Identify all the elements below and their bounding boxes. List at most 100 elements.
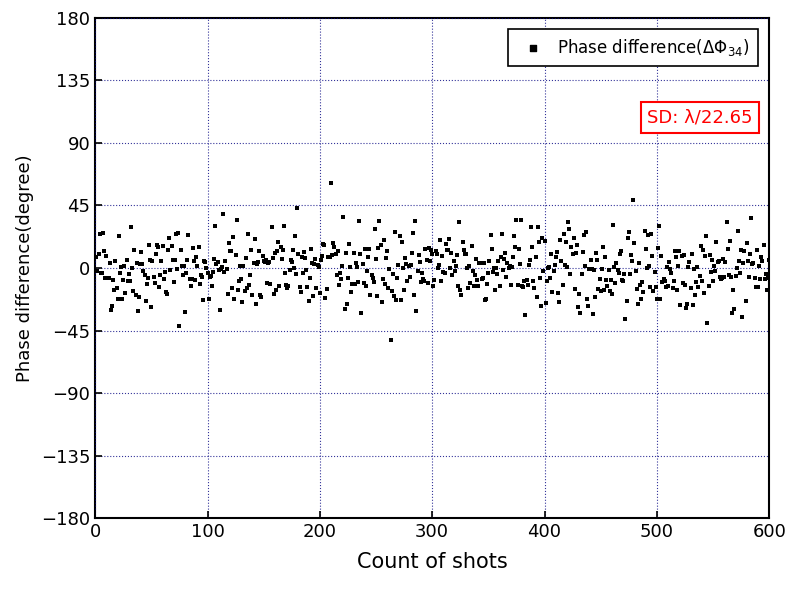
Point: [638, 226, 651, 236]
Point: [273, 282, 285, 291]
Point: [626, 256, 638, 266]
Point: [458, 246, 470, 255]
Point: [596, 264, 608, 274]
Point: [675, 252, 688, 261]
Point: [572, 302, 584, 312]
Point: [496, 229, 508, 239]
Point: [447, 256, 460, 266]
Point: [361, 266, 374, 275]
Point: [389, 227, 401, 237]
Point: [278, 221, 290, 231]
Point: [242, 229, 255, 239]
Point: [583, 264, 596, 274]
Point: [232, 276, 245, 285]
Point: [115, 262, 128, 271]
Point: [646, 252, 659, 261]
Point: [191, 261, 204, 270]
Point: [270, 285, 282, 294]
Point: [631, 299, 644, 308]
Point: [609, 279, 622, 288]
Point: [164, 265, 177, 274]
Point: [213, 265, 225, 274]
Point: [205, 271, 217, 280]
Point: [253, 246, 266, 256]
Point: [669, 252, 682, 262]
Point: [375, 297, 388, 306]
Point: [563, 224, 576, 234]
Point: [703, 281, 715, 290]
Point: [674, 300, 687, 310]
Point: [423, 256, 436, 266]
Point: [350, 259, 362, 268]
Point: [730, 271, 742, 280]
Point: [223, 238, 236, 247]
Point: [328, 242, 341, 252]
Point: [712, 256, 725, 265]
Point: [406, 249, 419, 258]
Point: [504, 261, 516, 270]
Point: [577, 247, 589, 257]
Point: [172, 229, 185, 238]
Point: [113, 231, 125, 240]
Point: [338, 305, 351, 314]
Point: [508, 231, 520, 241]
Point: [285, 257, 298, 267]
Point: [311, 260, 324, 269]
Point: [393, 231, 406, 241]
Point: [641, 263, 653, 273]
Point: [209, 221, 222, 231]
Point: [266, 253, 279, 262]
Point: [189, 275, 201, 284]
Point: [174, 245, 187, 254]
Point: [488, 286, 501, 295]
Point: [745, 213, 757, 223]
Point: [592, 284, 605, 293]
Point: [695, 241, 707, 250]
Point: [378, 279, 391, 289]
Point: [121, 277, 134, 286]
Point: [461, 263, 473, 273]
Point: [431, 264, 444, 273]
Point: [132, 307, 144, 316]
Point: [159, 267, 171, 277]
Point: [92, 249, 105, 259]
Point: [173, 321, 186, 330]
Point: [326, 251, 339, 260]
Point: [436, 251, 449, 260]
Point: [726, 309, 738, 318]
Point: [760, 285, 773, 294]
Point: [467, 282, 480, 291]
Point: [136, 260, 149, 269]
Point: [236, 297, 249, 307]
Point: [649, 283, 662, 292]
Point: [546, 287, 559, 296]
Point: [339, 248, 352, 257]
Point: [337, 212, 350, 221]
Point: [688, 264, 700, 274]
Point: [446, 270, 459, 280]
Point: [588, 265, 600, 274]
Point: [491, 270, 504, 279]
Point: [469, 270, 481, 280]
Point: [652, 243, 665, 252]
Point: [262, 258, 274, 267]
Point: [159, 288, 172, 297]
Point: [385, 335, 397, 345]
Point: [488, 264, 500, 273]
Point: [351, 262, 363, 272]
Point: [453, 217, 465, 226]
Point: [664, 264, 676, 274]
Point: [749, 273, 761, 283]
Point: [521, 280, 534, 289]
Point: [630, 284, 643, 294]
Point: [161, 290, 174, 299]
Point: [116, 294, 128, 304]
Point: [762, 273, 775, 283]
Point: [465, 241, 478, 251]
Point: [531, 293, 543, 302]
Point: [388, 291, 400, 300]
Point: [122, 270, 135, 279]
Point: [344, 262, 357, 272]
Point: [627, 195, 640, 204]
Point: [371, 291, 384, 300]
